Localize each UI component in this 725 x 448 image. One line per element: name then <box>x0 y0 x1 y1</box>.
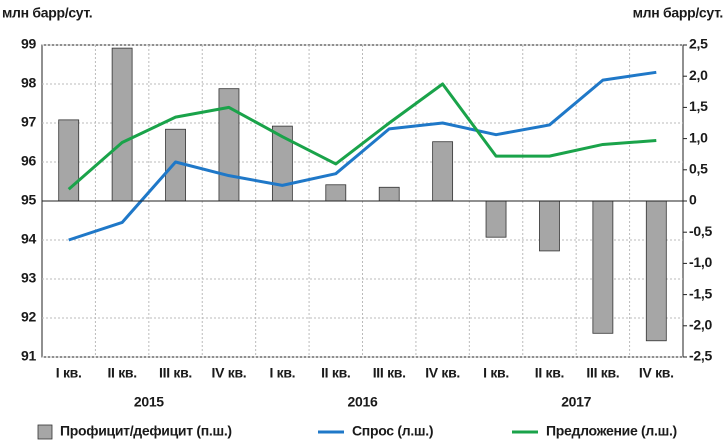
y2-tick-label: 0,5 <box>689 161 708 177</box>
line <box>68 70 657 242</box>
x-tick-label: I кв. <box>56 365 82 381</box>
x-tick-label: II кв. <box>107 365 136 381</box>
x-tick-label: IV кв. <box>212 365 247 381</box>
year-label: 2017 <box>561 394 591 410</box>
y2-tick-label: -2,5 <box>689 348 712 364</box>
y2-tick-label: -1,5 <box>689 285 712 301</box>
bar <box>218 88 240 202</box>
bar <box>325 184 347 202</box>
y-axis-title: млн барр/сут. <box>2 5 92 21</box>
bar <box>111 47 133 202</box>
y-tick-label: 97 <box>21 114 36 130</box>
x-tick-label: III кв. <box>586 365 619 381</box>
legend-label: Предложение (л.ш.) <box>546 423 677 439</box>
y2-tick-label: 0 <box>689 192 697 208</box>
x-tick-label: III кв. <box>373 365 406 381</box>
line <box>67 82 657 191</box>
y2-tick-label: 1,5 <box>689 98 708 114</box>
x-tick-label: IV кв. <box>639 365 674 381</box>
y2-tick-label: -2,0 <box>689 317 712 333</box>
y2-tick-label: -0,5 <box>689 223 712 239</box>
legend-label: Спрос (л.ш.) <box>352 423 433 439</box>
y-tick-label: 92 <box>21 309 36 325</box>
x-tick-label: IV кв. <box>425 365 460 381</box>
bar <box>645 200 667 342</box>
bar <box>485 200 507 238</box>
bar <box>592 200 614 334</box>
y-tick-label: 94 <box>21 231 36 247</box>
y-tick-label: 93 <box>21 270 36 286</box>
y2-tick-label: 2,0 <box>689 67 708 83</box>
x-tick-label: III кв. <box>159 365 192 381</box>
y-tick-label: 96 <box>21 153 36 169</box>
y-tick-label: 98 <box>21 75 36 91</box>
legend-label: Профицит/дефицит (п.ш.) <box>60 423 232 439</box>
y2-tick-label: -1,0 <box>689 254 712 270</box>
y2-tick-label: 1,0 <box>689 129 708 145</box>
y2-tick-label: 2,5 <box>689 36 708 52</box>
year-label: 2015 <box>134 394 164 410</box>
x-tick-label: I кв. <box>269 365 295 381</box>
x-tick-label: II кв. <box>535 365 564 381</box>
y2-axis-title: млн барр/сут. <box>633 5 723 21</box>
legend-swatch <box>37 424 53 440</box>
year-label: 2016 <box>348 394 378 410</box>
bar <box>432 141 454 202</box>
bar <box>539 200 560 252</box>
y-tick-label: 91 <box>21 348 36 364</box>
x-tick-label: I кв. <box>483 365 509 381</box>
x-tick-label: II кв. <box>321 365 350 381</box>
bar <box>378 186 400 202</box>
y-tick-label: 95 <box>21 192 36 208</box>
y-tick-label: 99 <box>21 36 36 52</box>
